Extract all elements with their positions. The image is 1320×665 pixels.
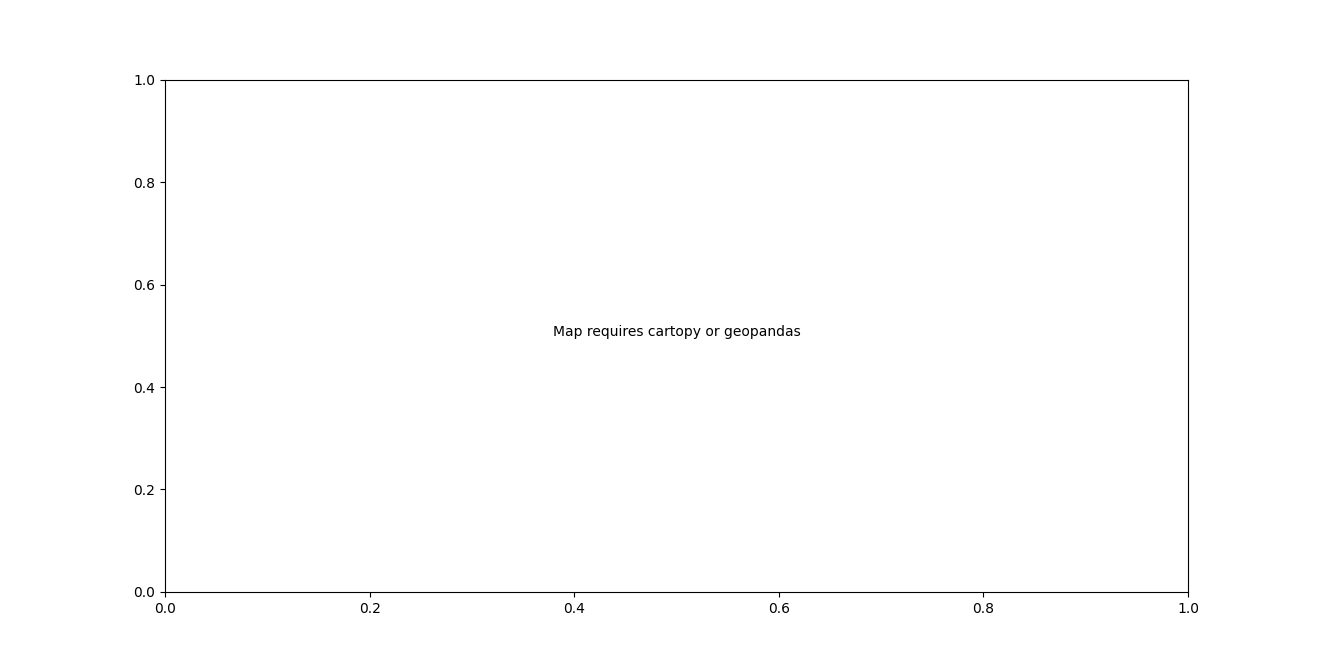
Text: Map requires cartopy or geopandas: Map requires cartopy or geopandas	[553, 325, 800, 339]
